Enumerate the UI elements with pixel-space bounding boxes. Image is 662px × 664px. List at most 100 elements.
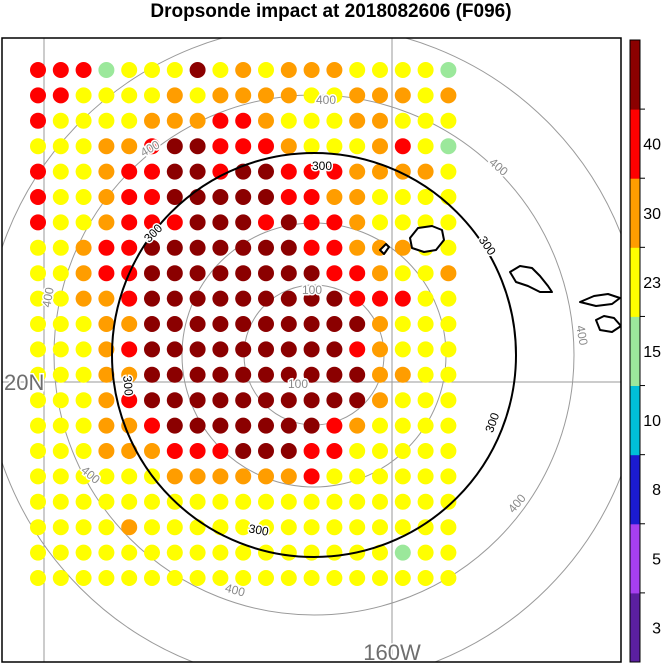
impact-dot — [440, 163, 457, 180]
impact-dot — [166, 214, 183, 231]
impact-dot — [394, 417, 411, 434]
impact-dot — [189, 62, 206, 78]
impact-dot — [166, 519, 183, 536]
impact-dot — [258, 570, 274, 586]
impact-dot — [166, 163, 183, 180]
impact-dot — [235, 189, 252, 205]
impact-dot — [326, 366, 343, 383]
ring-label-300-top: 300 — [312, 159, 332, 173]
impact-dot — [121, 468, 138, 485]
distance-rings — [2, 38, 621, 662]
impact-dot — [30, 443, 46, 459]
impact-dot — [144, 189, 160, 205]
ring-label-300-left: 300 — [120, 375, 136, 396]
impact-dot — [303, 570, 320, 586]
impact-dot — [372, 87, 388, 104]
impact-dot — [52, 189, 69, 205]
ring-label-400-left: 400 — [39, 286, 56, 308]
impact-dot — [166, 443, 183, 459]
impact-dot — [440, 265, 457, 282]
colorbar-segment — [630, 178, 640, 248]
impact-dot — [189, 239, 206, 256]
impact-dot — [372, 214, 388, 231]
impact-dot — [303, 290, 320, 307]
colorbar-label: 10 — [643, 413, 661, 430]
impact-dot — [212, 392, 229, 409]
impact-dot — [303, 87, 320, 104]
impact-dot — [121, 493, 138, 510]
impact-dot — [166, 316, 183, 332]
impact-dot — [30, 493, 46, 510]
impact-dot — [166, 138, 183, 155]
impact-dot — [349, 214, 366, 231]
impact-dot — [189, 265, 206, 282]
impact-dot — [121, 214, 138, 231]
impact-dot — [235, 265, 252, 282]
impact-dot — [235, 544, 252, 561]
impact-dot — [349, 163, 366, 180]
impact-dot — [258, 417, 274, 434]
impact-dot — [52, 290, 69, 307]
impact-dot — [166, 392, 183, 409]
impact-dot — [280, 239, 297, 256]
colorbar-label: 5 — [652, 551, 661, 568]
impact-dot — [258, 468, 274, 485]
impact-dot — [372, 392, 388, 409]
impact-dot — [235, 62, 252, 78]
impact-dot — [189, 214, 206, 231]
impact-dot — [417, 138, 434, 155]
impact-dot — [258, 544, 274, 561]
impact-dot — [440, 493, 457, 510]
impact-dot — [280, 87, 297, 104]
impact-dot — [189, 392, 206, 409]
impact-dot — [280, 290, 297, 307]
impact-dot — [121, 189, 138, 205]
impact-dot — [144, 544, 160, 561]
impact-dot — [303, 519, 320, 536]
impact-dot — [303, 468, 320, 485]
ring-500 — [2, 38, 621, 662]
impact-dot — [394, 239, 411, 256]
impact-dot — [280, 316, 297, 332]
impact-dot — [212, 87, 229, 104]
impact-dot — [144, 493, 160, 510]
ring-label-300-right: 300 — [482, 411, 502, 435]
impact-dot — [75, 112, 92, 129]
impact-dot — [98, 316, 115, 332]
impact-dot — [349, 493, 366, 510]
impact-dot — [280, 138, 297, 155]
impact-dot — [212, 417, 229, 434]
impact-dot — [235, 87, 252, 104]
impact-dot — [417, 443, 434, 459]
impact-dot — [212, 341, 229, 358]
impact-dot — [417, 417, 434, 434]
colorbar-segment — [630, 40, 640, 110]
impact-dot — [235, 570, 252, 586]
colorbar-segment — [630, 592, 640, 663]
impact-dot — [417, 468, 434, 485]
impact-dot — [30, 544, 46, 561]
impact-dot — [189, 138, 206, 155]
impact-dot — [349, 138, 366, 155]
impact-dot — [166, 239, 183, 256]
impact-dot — [258, 62, 274, 78]
impact-dot — [52, 265, 69, 282]
impact-dot — [166, 417, 183, 434]
impact-dot — [235, 392, 252, 409]
colorbar-label: 23 — [643, 275, 661, 292]
impact-dot — [326, 265, 343, 282]
impact-dot — [30, 519, 46, 536]
ring-label-400-right-bottom: 400 — [505, 491, 529, 516]
impact-dot — [75, 265, 92, 282]
impact-dot — [52, 417, 69, 434]
impact-dot — [394, 570, 411, 586]
impact-dot — [166, 468, 183, 485]
impact-dot — [372, 443, 388, 459]
impact-dot — [349, 316, 366, 332]
island-molokai — [579, 293, 621, 307]
impact-dot — [440, 62, 457, 78]
impact-dot — [258, 138, 274, 155]
impact-dot — [98, 214, 115, 231]
impact-dot — [303, 316, 320, 332]
impact-dot — [372, 493, 388, 510]
